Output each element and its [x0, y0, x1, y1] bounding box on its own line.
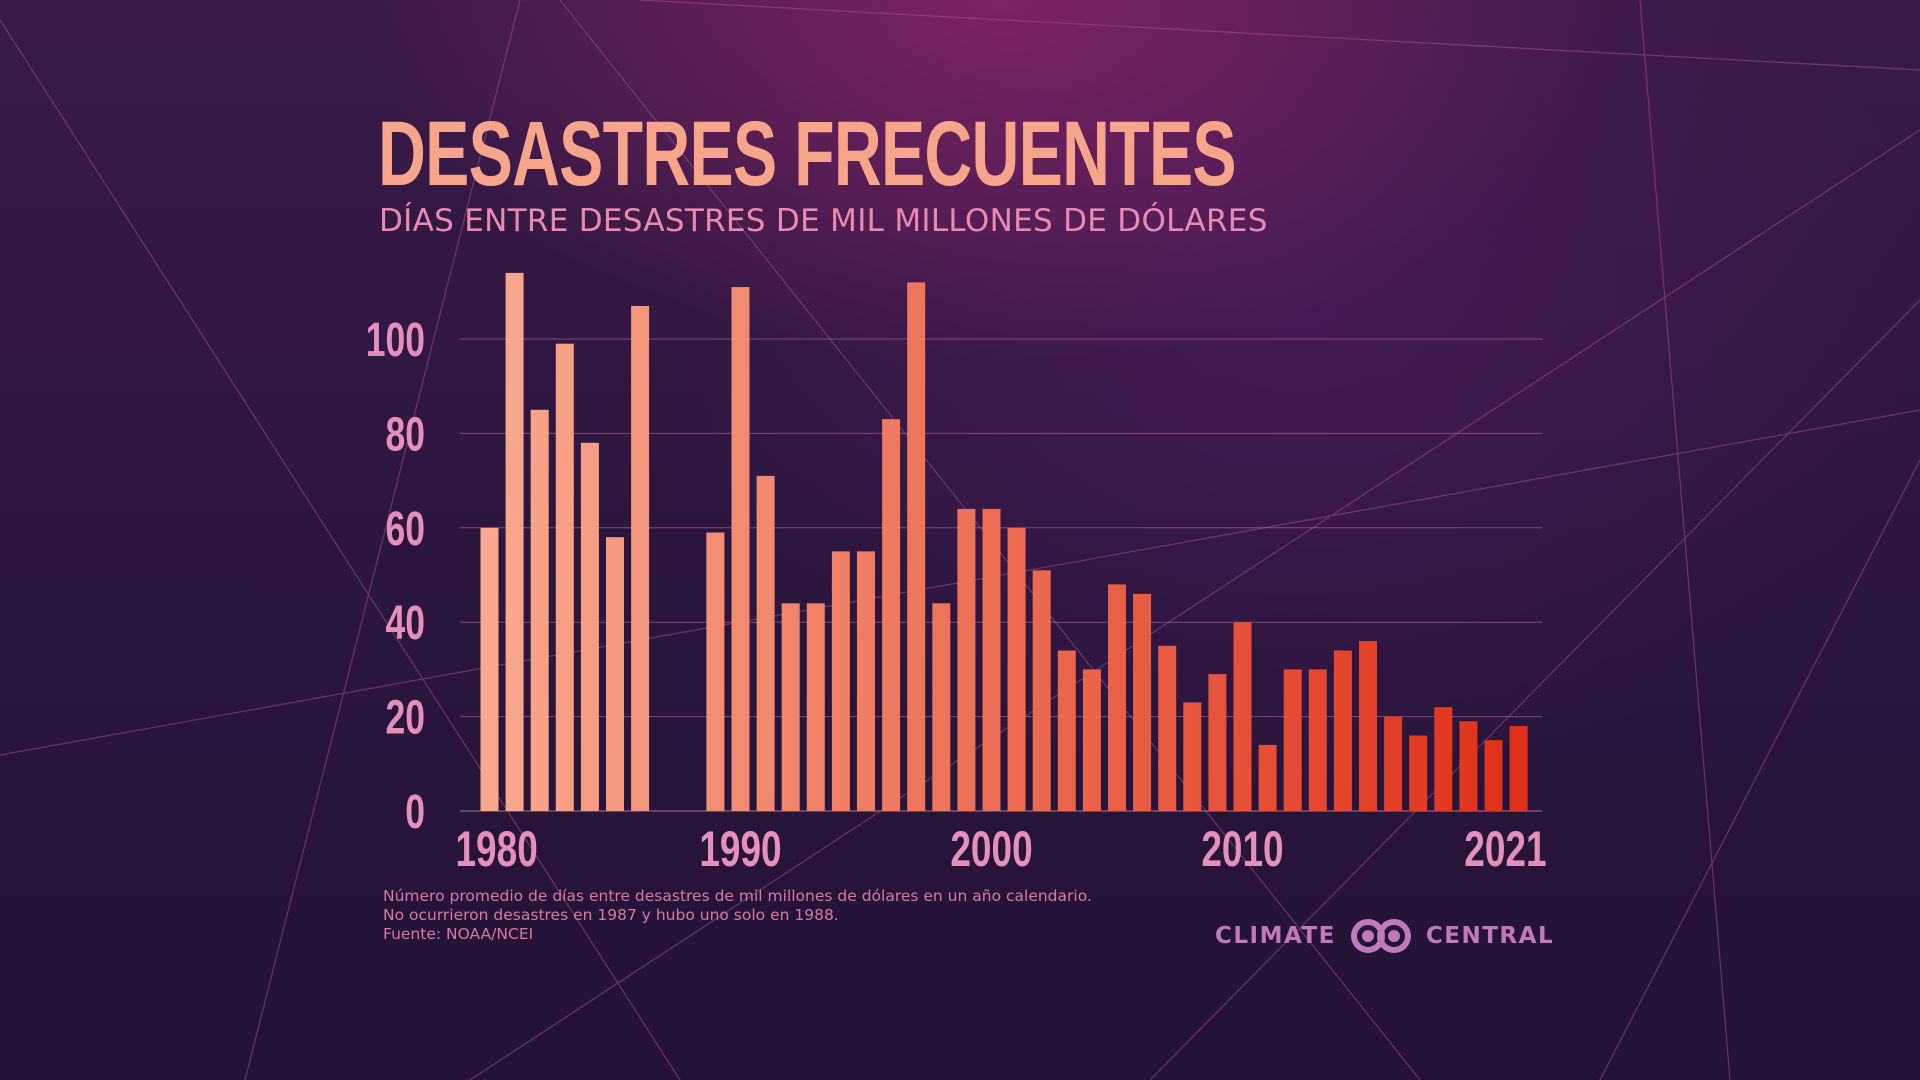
bar-1993 [806, 603, 825, 811]
x-tick-label: 2021 [1464, 822, 1546, 878]
y-axis-labels: 0 20 40 60 80 100 [366, 313, 425, 838]
bar-1999 [957, 508, 976, 811]
chart-title: DESASTRES FRECUENTES [378, 103, 1237, 205]
bar-2002 [1032, 570, 1051, 811]
logo-text-right: CENTRAL [1425, 923, 1555, 949]
x-tick-label: 2010 [1201, 822, 1283, 878]
footnote-description: Número promedio de días entre desastres … [383, 887, 1092, 905]
bar-2015 [1359, 641, 1377, 811]
y-tick-label: 40 [385, 596, 425, 649]
bar-1997 [907, 282, 926, 811]
bar-2020 [1484, 740, 1503, 811]
x-axis-labels: 1980 1990 2000 2010 2021 [456, 822, 1547, 878]
bar-1992 [781, 603, 800, 811]
bar-2004 [1082, 669, 1101, 811]
bar-2010 [1233, 622, 1252, 811]
bar-2009 [1208, 674, 1227, 811]
bar-1996 [882, 419, 901, 811]
bar-2007 [1158, 645, 1177, 811]
bar-1998 [932, 603, 951, 811]
bar-1985 [606, 537, 624, 811]
footnote-source: Fuente: NOAA/NCEI [383, 925, 534, 943]
logo-text-left: CLIMATE [1215, 923, 1336, 949]
bar-2006 [1133, 593, 1152, 811]
bar-1991 [756, 475, 775, 811]
bar-2012 [1283, 669, 1302, 811]
bar-2001 [1007, 527, 1026, 811]
bar-2014 [1333, 650, 1352, 811]
bar-1982 [530, 409, 549, 811]
bar-2016 [1384, 716, 1403, 811]
y-tick-label: 20 [385, 690, 425, 743]
y-tick-label: 0 [405, 785, 425, 838]
bar-2000 [982, 508, 1001, 811]
bar-1980 [480, 527, 499, 811]
bar-2005 [1108, 584, 1126, 811]
bar-2003 [1057, 650, 1076, 811]
x-tick-label: 1980 [456, 822, 538, 878]
footnote-note: No ocurrieron desastres en 1987 y hubo u… [383, 906, 839, 924]
bar-1990 [731, 287, 750, 812]
bar-2017 [1409, 735, 1428, 811]
bar-1989 [706, 532, 725, 811]
bars [480, 272, 1528, 812]
bar-1994 [831, 551, 850, 811]
y-tick-label: 100 [366, 313, 425, 366]
bar-2018 [1434, 707, 1453, 811]
chart-subtitle: DÍAS ENTRE DESASTRES DE MIL MILLONES DE … [379, 203, 1268, 239]
bar-1995 [857, 551, 875, 811]
x-tick-label: 2000 [950, 822, 1032, 878]
bar-1983 [555, 343, 574, 811]
bar-2013 [1308, 669, 1327, 811]
bar-1986 [631, 306, 650, 811]
bar-2008 [1183, 702, 1202, 811]
climate-central-loop-icon [1350, 919, 1411, 953]
footnote: Número promedio de días entre desastres … [383, 887, 1092, 944]
bar-1984 [580, 442, 599, 811]
x-tick-label: 1990 [699, 822, 781, 878]
bar-2021 [1509, 726, 1528, 811]
bar-2019 [1459, 721, 1478, 811]
y-tick-label: 60 [385, 502, 425, 555]
y-tick-label: 80 [385, 407, 425, 460]
bar-2011 [1258, 744, 1277, 811]
climate-central-logo: CLIMATE CENTRAL [1215, 916, 1554, 956]
bar-1981 [505, 272, 524, 811]
